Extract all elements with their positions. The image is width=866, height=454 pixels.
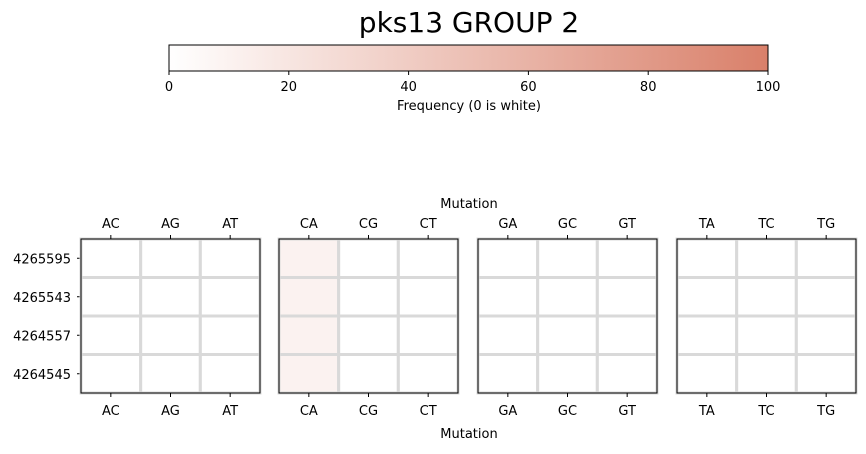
heatmap-cell bbox=[735, 276, 798, 318]
x-axis-label-bottom: Mutation bbox=[440, 427, 497, 442]
column-label-bottom: CA bbox=[300, 404, 318, 419]
heatmap-cell bbox=[735, 314, 798, 356]
heatmap-cell bbox=[198, 276, 262, 318]
heatmap-cell bbox=[536, 237, 599, 279]
heatmap-panel: GA GA GC GC GT GT bbox=[476, 217, 659, 419]
heatmap-cell bbox=[396, 314, 460, 356]
heatmap-cell bbox=[277, 353, 341, 395]
heatmap-cell bbox=[595, 276, 659, 318]
column-label-bottom: TC bbox=[757, 404, 774, 419]
colorbar-label: Frequency (0 is white) bbox=[397, 99, 541, 114]
heatmap-cell bbox=[735, 353, 798, 395]
column-label-top: AC bbox=[102, 217, 120, 232]
colorbar-tick-label: 80 bbox=[640, 80, 657, 95]
heatmap-cell bbox=[735, 237, 798, 279]
heatmap-cell bbox=[536, 353, 599, 395]
heatmap-cell bbox=[396, 237, 460, 279]
heatmap-cell bbox=[79, 353, 143, 395]
column-label-bottom: TG bbox=[816, 404, 835, 419]
column-label-top: CG bbox=[359, 217, 378, 232]
heatmap-cell bbox=[595, 237, 659, 279]
column-label-bottom: AC bbox=[102, 404, 120, 419]
column-label-bottom: GA bbox=[498, 404, 517, 419]
column-label-bottom: GT bbox=[618, 404, 636, 419]
heatmap-cell bbox=[79, 237, 143, 279]
heatmap-cell bbox=[476, 314, 540, 356]
column-label-top: TG bbox=[816, 217, 835, 232]
column-label-bottom: AG bbox=[161, 404, 180, 419]
heatmap-cell bbox=[396, 276, 460, 318]
chart-title: pks13 GROUP 2 bbox=[359, 6, 579, 39]
heatmap-cell bbox=[198, 353, 262, 395]
row-label: 4264545 bbox=[13, 368, 71, 383]
heatmap-cell bbox=[536, 314, 599, 356]
x-axis-label-top: Mutation bbox=[440, 197, 497, 212]
colorbar-tick-label: 60 bbox=[520, 80, 537, 95]
colorbar: 0 20 40 60 80 100 Frequency (0 is white) bbox=[165, 44, 781, 114]
heatmap-panel: CA CA CG CG CT CT bbox=[277, 217, 460, 419]
heatmap-cell bbox=[595, 353, 659, 395]
heatmap-cell bbox=[476, 353, 540, 395]
heatmap-cell bbox=[476, 276, 540, 318]
heatmap-cell bbox=[198, 314, 262, 356]
row-label: 4265595 bbox=[13, 252, 71, 267]
column-label-bottom: CT bbox=[420, 404, 437, 419]
column-label-top: GA bbox=[498, 217, 517, 232]
row-label: 4264557 bbox=[13, 329, 71, 344]
column-label-top: CA bbox=[300, 217, 318, 232]
heatmap-panel: TA TA TC TC TG TG bbox=[675, 217, 858, 419]
heatmap-cell bbox=[794, 276, 858, 318]
column-label-top: GT bbox=[618, 217, 636, 232]
column-label-bottom: AT bbox=[222, 404, 238, 419]
column-label-top: GC bbox=[558, 217, 577, 232]
heatmap-cell bbox=[396, 353, 460, 395]
column-label-top: CT bbox=[420, 217, 437, 232]
heatmap-cell bbox=[675, 276, 739, 318]
heatmap-cell bbox=[139, 314, 202, 356]
heatmap-cell bbox=[198, 237, 262, 279]
column-label-bottom: TA bbox=[698, 404, 715, 419]
heatmap-cell bbox=[675, 314, 739, 356]
heatmap-cell bbox=[277, 237, 341, 279]
heatmap-cell bbox=[139, 237, 202, 279]
heatmap-cell bbox=[675, 353, 739, 395]
heatmap-cell bbox=[794, 237, 858, 279]
heatmap-panel: AC AC AG AG AT AT bbox=[79, 217, 262, 419]
column-label-bottom: CG bbox=[359, 404, 378, 419]
heatmap-cell bbox=[337, 237, 400, 279]
heatmap-cell bbox=[139, 276, 202, 318]
column-label-top: AG bbox=[161, 217, 180, 232]
heatmap-cell bbox=[79, 276, 143, 318]
heatmap-cell bbox=[337, 353, 400, 395]
colorbar-tick-label: 20 bbox=[281, 80, 298, 95]
heatmap-cell bbox=[337, 276, 400, 318]
column-label-top: TC bbox=[757, 217, 774, 232]
heatmap-cell bbox=[794, 353, 858, 395]
heatmap-cell bbox=[79, 314, 143, 356]
colorbar-gradient bbox=[168, 44, 769, 72]
heatmap-cell bbox=[536, 276, 599, 318]
heatmap-cell bbox=[476, 237, 540, 279]
row-label: 4265543 bbox=[13, 291, 71, 306]
column-label-bottom: GC bbox=[558, 404, 577, 419]
colorbar-tick-label: 100 bbox=[756, 80, 781, 95]
heatmap-cell bbox=[337, 314, 400, 356]
heatmap-cell bbox=[794, 314, 858, 356]
colorbar-tick-label: 0 bbox=[165, 80, 173, 95]
heatmap-cell bbox=[595, 314, 659, 356]
heatmap-cell bbox=[139, 353, 202, 395]
heatmap-cell bbox=[277, 276, 341, 318]
column-label-top: AT bbox=[222, 217, 238, 232]
colorbar-tick-label: 40 bbox=[400, 80, 417, 95]
heatmap-cell bbox=[675, 237, 739, 279]
column-label-top: TA bbox=[698, 217, 715, 232]
heatmap-cell bbox=[277, 314, 341, 356]
